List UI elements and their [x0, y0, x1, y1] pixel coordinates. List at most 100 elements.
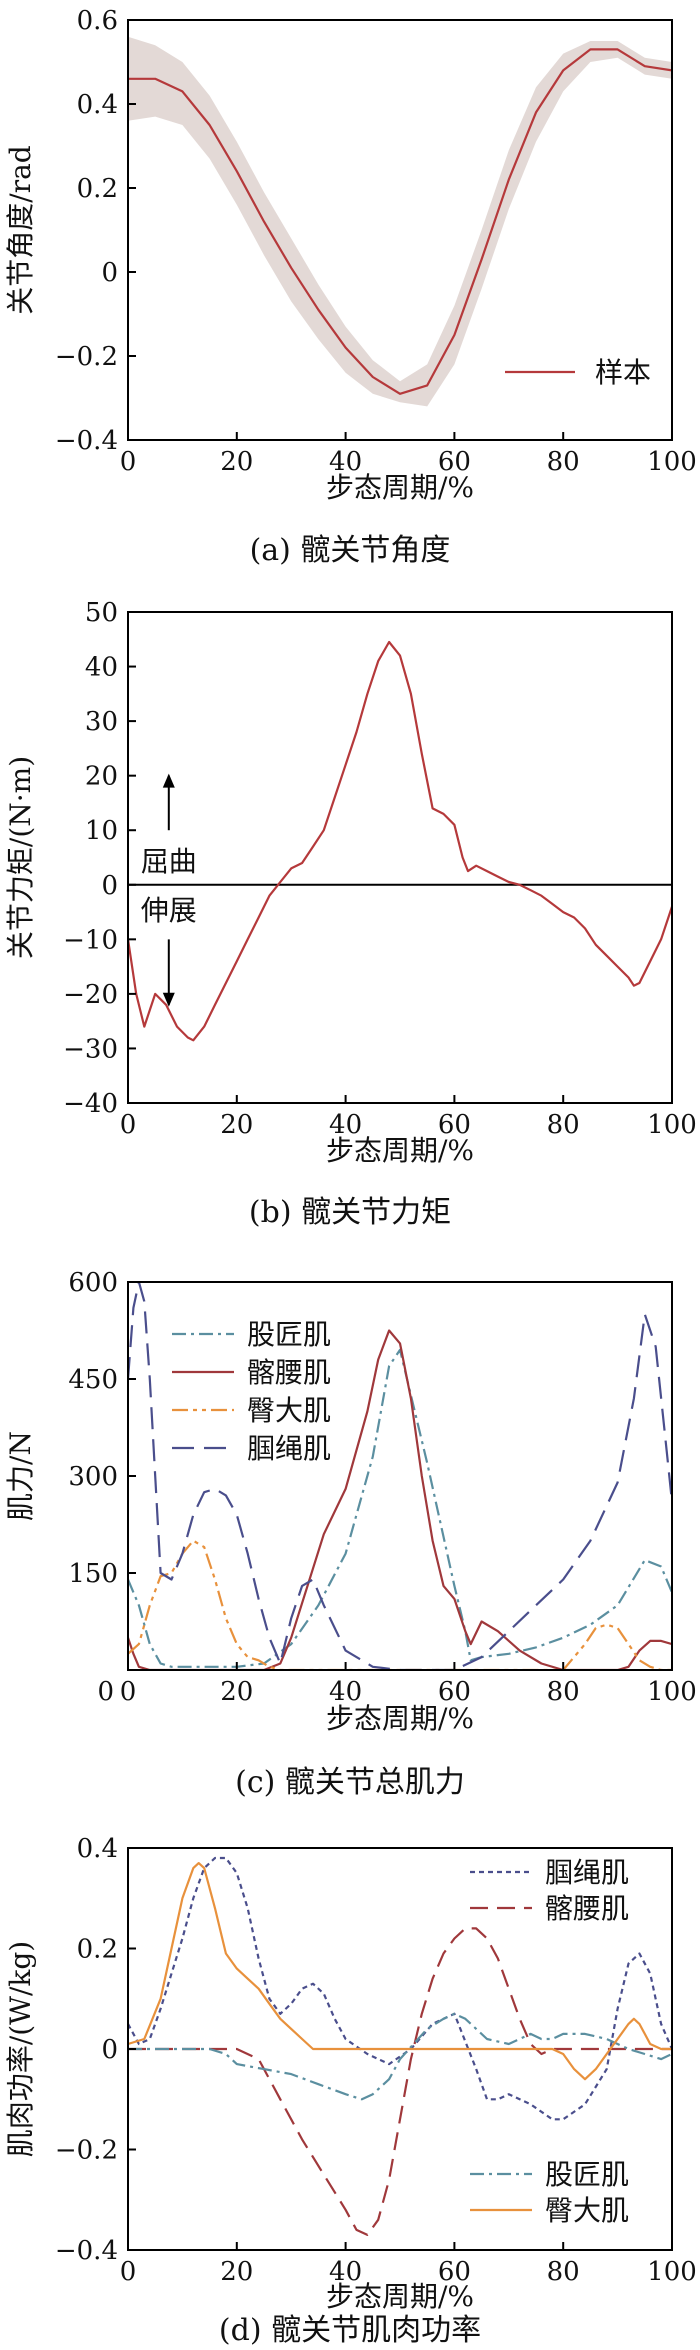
axes-frame: [127, 1281, 673, 1671]
y-tick-label: 0: [101, 2035, 118, 2065]
legend-label-3: 股匠肌: [545, 2158, 629, 2191]
legend-label-2: 髂腰肌: [545, 1892, 629, 1925]
y-tick-label: 10: [85, 816, 118, 846]
flexion-arrowhead: [162, 773, 175, 788]
x-tick-label: 0: [120, 2257, 137, 2287]
x-tick-label: 60: [438, 1677, 471, 1707]
charts-root: 0 20 40 60 80 100−0.4−0.200.20.40.6步态周期/%关节角度…: [4, 6, 697, 2348]
chart-panel-a: 0 20 40 60 80 100 −0.4 −0.2 0 0.2 0.4 0.6 步态周期/% 关节角度…: [4, 6, 697, 568]
flexion-label: 屈曲: [141, 845, 197, 878]
series-line-4: [128, 1282, 672, 1670]
series-group: [128, 36, 672, 407]
series-line-3: [128, 2012, 672, 2101]
confidence-band: [128, 36, 672, 407]
y-tick-label: −10: [63, 925, 118, 955]
x-tick-label: 100: [647, 447, 697, 477]
series-group: [128, 1856, 672, 2236]
extension-label: 伸展: [141, 894, 197, 927]
axes-frame: [127, 611, 673, 1104]
series-line-1: [128, 48, 672, 395]
y-tick-label: 40: [85, 653, 118, 683]
x-tick-label: 0: [120, 1677, 137, 1707]
y-axis-label: 肌肉功率/(W/kg): [4, 1941, 37, 2157]
series-line-1: [128, 1856, 672, 2121]
y-tick-label: −0.2: [55, 2136, 118, 2166]
legend-label-4: 腘绳肌: [247, 1432, 331, 1465]
y-tick-label: −30: [63, 1034, 118, 1064]
x-tick-label: 20: [220, 1110, 253, 1140]
y-axis-label: 关节力矩/(N·m): [4, 756, 37, 959]
y-axis-label: 关节角度/rad: [4, 145, 37, 315]
legend-label-1: 股匠肌: [247, 1318, 331, 1351]
x-tick-label: 20: [220, 447, 253, 477]
legend-label-4: 臀大肌: [545, 2194, 629, 2227]
y-tick-label: 450: [68, 1365, 118, 1395]
y-origin-label: 0: [97, 1677, 114, 1707]
y-tick-label: −20: [63, 980, 118, 1010]
chart-caption: (b) 髋关节力矩: [249, 1195, 451, 1230]
x-tick-label: 100: [647, 2257, 697, 2287]
series-line-2: [128, 1329, 672, 1670]
x-tick-label: 60: [438, 2257, 471, 2287]
x-tick-label: 60: [438, 1110, 471, 1140]
y-tick-label: 150: [68, 1559, 118, 1589]
x-axis-label: 步态周期/%: [326, 471, 474, 504]
y-tick-label: 0.2: [77, 1935, 118, 1965]
chart-panel-d: 0 20 40 60 80 100 −0.4 −0.2 0 0.2 0.4 步态周期/% 肌肉功率/(W…: [4, 1834, 697, 2348]
axes-frame: [127, 19, 673, 441]
series-line-3: [128, 1539, 672, 1670]
y-tick-label: −0.4: [55, 426, 118, 456]
y-tick-label: −0.4: [55, 2236, 118, 2266]
x-tick-label: 80: [547, 1677, 580, 1707]
y-tick-label: 20: [85, 762, 118, 792]
y-tick-label: 0.6: [77, 6, 118, 36]
x-axis-label: 步态周期/%: [326, 1134, 474, 1167]
x-tick-label: 40: [329, 1677, 362, 1707]
x-tick-label: 40: [329, 2257, 362, 2287]
y-tick-label: 0.2: [77, 174, 118, 204]
series-group: [128, 1282, 672, 1670]
x-tick-label: 80: [547, 2257, 580, 2287]
chart-caption: (a) 髋关节角度: [250, 533, 451, 568]
y-axis-label: 肌力/N: [4, 1431, 37, 1521]
x-tick-label: 0: [120, 447, 137, 477]
legend-label-3: 臀大肌: [247, 1394, 331, 1427]
series-line-1: [128, 1348, 672, 1668]
series-line-4: [128, 1862, 672, 2081]
chart-caption: (c) 髋关节总肌力: [235, 1765, 465, 1800]
series-line-1: [128, 640, 672, 1042]
series-line-2: [128, 1927, 672, 2236]
chart-caption: (d) 髋关节肌肉功率: [219, 2313, 481, 2348]
x-axis-label: 步态周期/%: [326, 2280, 474, 2313]
y-tick-label: 0: [101, 258, 118, 288]
y-tick-label: 0.4: [77, 1834, 118, 1864]
y-tick-label: 50: [85, 598, 118, 628]
legend-label: 样本: [595, 356, 651, 389]
series-group: [128, 640, 672, 1042]
y-tick-label: 0.4: [77, 90, 118, 120]
x-tick-label: 80: [547, 447, 580, 477]
x-tick-label: 20: [220, 2257, 253, 2287]
x-tick-label: 80: [547, 1110, 580, 1140]
x-tick-label: 100: [647, 1677, 697, 1707]
chart-panel-c: 0 20 40 60 80 100 150 300 450 600 0 步态周期/% 肌力/N (c) 髋…: [4, 1268, 697, 1800]
y-tick-label: 600: [68, 1268, 118, 1298]
legend-label-1: 腘绳肌: [545, 1856, 629, 1889]
x-tick-label: 100: [647, 1110, 697, 1140]
chart-panel-b: 0 20 40 60 80 100 −40 −30 −20 −10 0 10 20 30 40 50 步态周期/…: [4, 598, 697, 1230]
x-tick-label: 40: [329, 447, 362, 477]
x-tick-label: 20: [220, 1677, 253, 1707]
x-tick-label: 60: [438, 447, 471, 477]
legend-label-2: 髂腰肌: [247, 1356, 331, 1389]
y-tick-label: 30: [85, 707, 118, 737]
x-axis-label: 步态周期/%: [326, 1702, 474, 1735]
y-tick-label: −40: [63, 1089, 118, 1119]
x-tick-label: 40: [329, 1110, 362, 1140]
y-tick-label: −0.2: [55, 342, 118, 372]
extension-arrowhead: [162, 992, 175, 1007]
y-tick-label: 300: [68, 1462, 118, 1492]
y-tick-label: 0: [101, 871, 118, 901]
x-tick-label: 0: [120, 1110, 137, 1140]
